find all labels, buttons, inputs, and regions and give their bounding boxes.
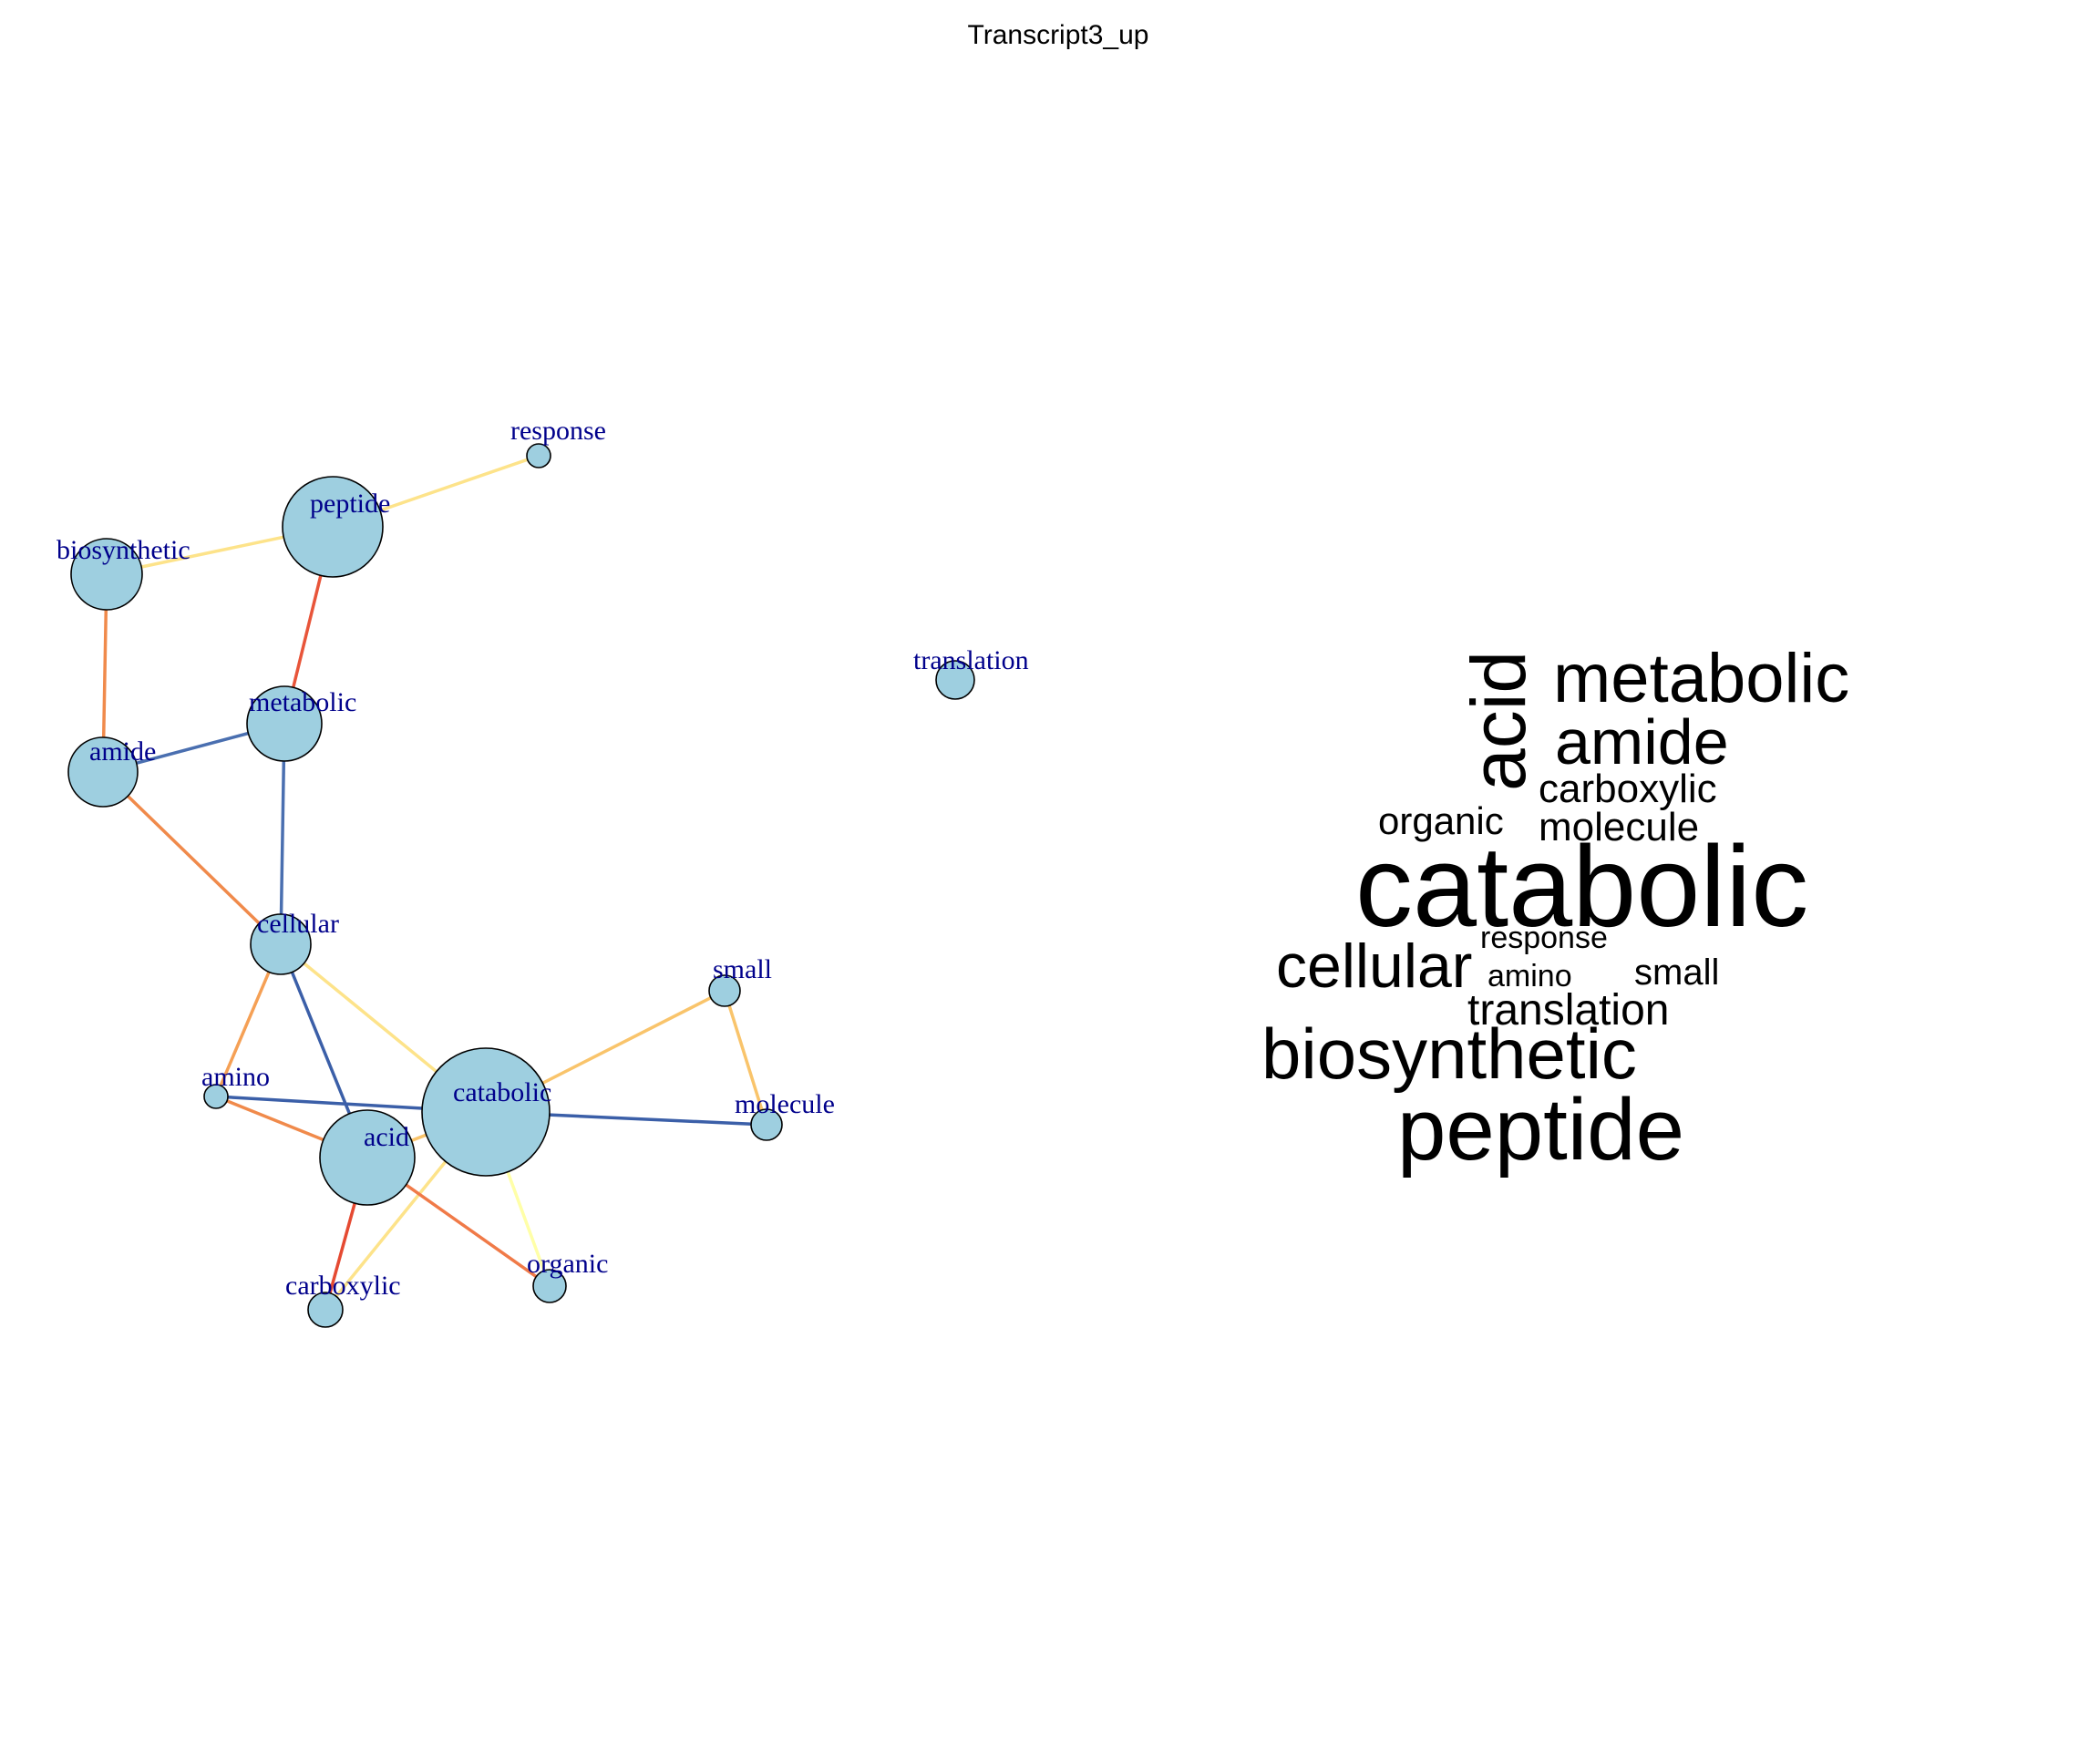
node-small (708, 974, 741, 1007)
wordcloud-word-biosynthetic: biosynthetic (1261, 1014, 1637, 1094)
node-label-acid: acid (364, 1122, 409, 1152)
wordcloud-word-amino: amino (1488, 959, 1572, 993)
node-peptide (282, 476, 384, 578)
node-label-metabolic: metabolic (249, 687, 356, 717)
node-catabolic (421, 1047, 551, 1177)
node-label-molecule: molecule (735, 1089, 835, 1119)
node-translation (935, 660, 975, 700)
wordcloud-word-translation: translation (1467, 986, 1669, 1035)
node-cellular (250, 913, 312, 975)
network-edges (101, 454, 768, 1312)
node-label-carboxylic: carboxylic (285, 1271, 401, 1301)
node-label-organic: organic (527, 1249, 608, 1279)
wordcloud-word-cellular: cellular (1276, 932, 1472, 1001)
figure-title: Transcript3_up (968, 20, 1149, 50)
node-label-cellular: cellular (257, 909, 339, 939)
node-organic (532, 1269, 567, 1303)
node-acid (319, 1109, 416, 1206)
wordcloud-word-response: response (1480, 921, 1608, 955)
node-label-biosynthetic: biosynthetic (57, 535, 190, 565)
node-response (526, 443, 551, 468)
node-label-amide: amide (89, 736, 156, 767)
network-labels: response peptide biosynthetic translation me… (57, 416, 1029, 1301)
network-nodes (67, 443, 975, 1328)
node-carboxylic (307, 1292, 344, 1328)
wordcloud-word-peptide: peptide (1397, 1081, 1684, 1179)
node-label-peptide: peptide (310, 489, 390, 519)
wordcloud-word-metabolic: metabolic (1553, 640, 1849, 717)
edge-amide-cellular (101, 770, 283, 946)
node-label-response: response (510, 416, 606, 446)
node-label-small: small (713, 954, 772, 984)
node-biosynthetic (70, 538, 143, 611)
node-amide (67, 736, 139, 808)
node-metabolic (246, 685, 323, 762)
node-label-catabolic: catabolic (453, 1077, 551, 1107)
wordcloud-word-catabolic: catabolic (1355, 822, 1808, 951)
edge-small-molecule (723, 989, 768, 1127)
wordcloud-word-small: small (1634, 952, 1719, 993)
wordcloud-word-molecule: molecule (1539, 805, 1699, 849)
wordcloud-word-organic: organic (1378, 799, 1504, 842)
node-label-translation: translation (913, 645, 1029, 675)
node-amino (203, 1084, 229, 1109)
node-label-amino: amino (201, 1062, 270, 1092)
wordcloud-word-acid: acid (1456, 651, 1541, 791)
node-molecule (750, 1108, 783, 1141)
wordcloud-word-carboxylic: carboxylic (1539, 767, 1717, 811)
wordcloud-word-amide: amide (1555, 706, 1729, 777)
